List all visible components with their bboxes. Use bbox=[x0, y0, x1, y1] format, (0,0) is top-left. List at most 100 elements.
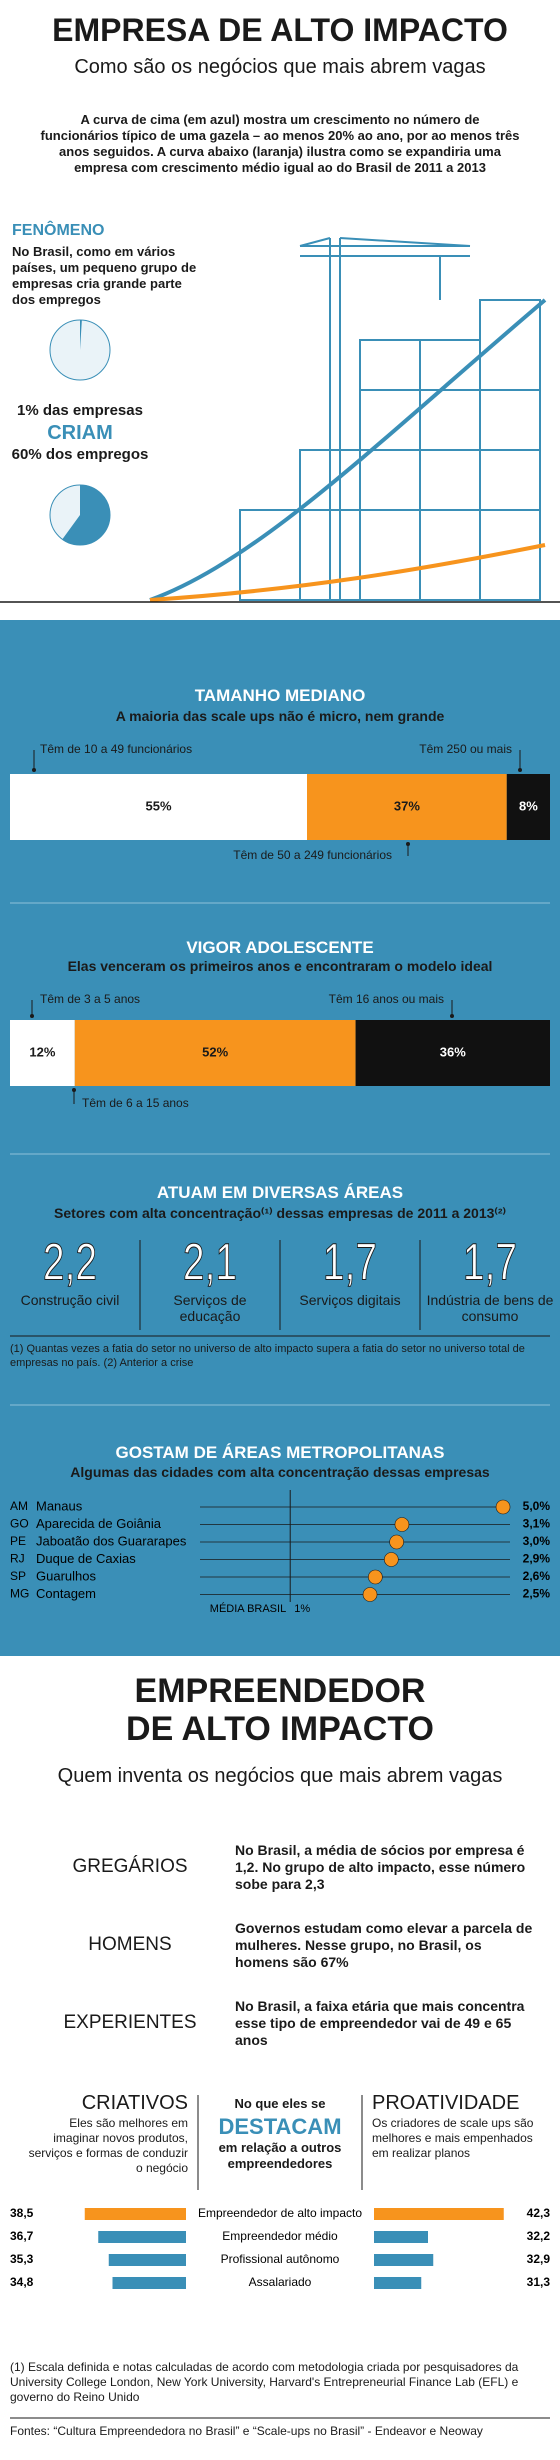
col-text: Os criadores de scale ups são melhores e… bbox=[372, 2116, 534, 2160]
value-label: 38,5 bbox=[10, 2206, 34, 2220]
dot bbox=[362, 1587, 378, 1602]
state: MG bbox=[10, 1587, 29, 1601]
bar-label: 52% bbox=[202, 1044, 228, 1059]
section-subtitle: A maioria das scale ups não é micro, nem… bbox=[115, 708, 445, 724]
section-subtitle: Elas venceram os primeiros anos e encont… bbox=[67, 958, 493, 974]
dot-label: 3,1% bbox=[523, 1517, 551, 1531]
dot-label: 2,5% bbox=[523, 1587, 551, 1601]
big-number: 1,7 bbox=[323, 1232, 377, 1291]
segment-label: Têm 16 anos ou mais bbox=[328, 992, 444, 1006]
gazela-curve bbox=[149, 298, 547, 602]
category: Profissional autônomo bbox=[221, 2252, 340, 2266]
pointer-dot bbox=[30, 1014, 34, 1018]
area-label: Construção civil bbox=[20, 1292, 120, 1308]
dot-label: 2,9% bbox=[523, 1552, 551, 1566]
area-label: Serviços de educação bbox=[173, 1292, 247, 1324]
average-name: MÉDIA BRASIL bbox=[210, 1602, 286, 1615]
title: EMPRESA DE ALTO IMPACTO bbox=[52, 12, 508, 48]
section-title: TAMANHO MEDIANO bbox=[194, 686, 366, 705]
category: Empreendedor médio bbox=[222, 2229, 338, 2243]
value-label: 42,3 bbox=[527, 2206, 551, 2220]
bar-segment bbox=[506, 774, 550, 840]
trait-text: No Brasil, a média de sócios por empresa… bbox=[235, 1842, 526, 1892]
bar-label: 36% bbox=[440, 1044, 466, 1059]
mid-text: No que eles se bbox=[234, 2096, 326, 2111]
bar-label: 12% bbox=[29, 1044, 55, 1059]
col-title: CRIATIVOS bbox=[81, 2092, 188, 2114]
state: RJ bbox=[10, 1552, 25, 1566]
title-line: EMPREENDEDOR bbox=[134, 1672, 426, 1710]
section-title: ATUAM EM DIVERSAS ÁREAS bbox=[156, 1183, 404, 1202]
pie-wedge bbox=[80, 320, 82, 350]
col-title: PROATIVIDADE bbox=[372, 2092, 520, 2114]
bar bbox=[108, 2254, 186, 2266]
section-subtitle: Setores com alta concentração⁽¹⁾ dessas … bbox=[54, 1205, 506, 1221]
segment-label: Têm 250 ou mais bbox=[419, 742, 512, 756]
fenomeno-line: 60% dos empregos bbox=[11, 446, 149, 463]
dot-label: 5,0% bbox=[523, 1499, 551, 1513]
state: GO bbox=[10, 1517, 29, 1531]
pointer-dot bbox=[72, 1088, 76, 1092]
fenomeno-line: 1% das empresas bbox=[17, 402, 143, 419]
area-dividers bbox=[139, 1240, 421, 1330]
bar-label: 8% bbox=[519, 798, 538, 813]
bar bbox=[98, 2231, 186, 2243]
city: Jaboatão dos Guararapes bbox=[36, 1533, 187, 1548]
bar-label: 37% bbox=[394, 798, 420, 813]
pointer-dot bbox=[32, 768, 36, 772]
bar-segment bbox=[10, 1020, 75, 1086]
pointer-dot bbox=[406, 842, 410, 846]
big-number: 2,1 bbox=[183, 1232, 237, 1291]
segment-label: Têm de 6 a 15 anos bbox=[82, 1096, 189, 1110]
mid-big: DESTACAM bbox=[218, 2114, 342, 2139]
city: Guarulhos bbox=[36, 1568, 96, 1583]
trait-label: HOMENS bbox=[88, 1934, 172, 1955]
fenomeno-line: CRIAM bbox=[47, 422, 113, 444]
big-number: 1,7 bbox=[463, 1232, 517, 1291]
value-label: 32,9 bbox=[527, 2252, 551, 2266]
area-label: Serviços digitais bbox=[299, 1292, 401, 1308]
trait-text: No Brasil, a faixa etária que mais conce… bbox=[235, 1998, 525, 2048]
dot-label: 3,0% bbox=[523, 1534, 551, 1548]
average-label: 1% bbox=[294, 1603, 310, 1615]
trait-label: GREGÁRIOS bbox=[72, 1856, 188, 1877]
average-curve bbox=[149, 543, 546, 602]
sources: Fontes: “Cultura Empreendedora no Brasil… bbox=[10, 2424, 483, 2438]
dot-label: 2,6% bbox=[523, 1569, 551, 1583]
big-number: 2,2 bbox=[43, 1232, 97, 1291]
subtitle: Como são os negócios que mais abrem vaga… bbox=[74, 56, 486, 78]
bar bbox=[374, 2208, 504, 2220]
trait-text: Governos estudam como elevar a parcela d… bbox=[235, 1920, 533, 1970]
city: Manaus bbox=[36, 1498, 83, 1513]
subtitle: Quem inventa os negócios que mais abrem … bbox=[57, 1765, 503, 1787]
fenomeno-text: No Brasil, como em vários países, um peq… bbox=[12, 244, 197, 307]
section-title: GOSTAM DE ÁREAS METROPOLITANAS bbox=[115, 1443, 445, 1462]
value-label: 31,3 bbox=[527, 2275, 551, 2289]
value-label: 34,8 bbox=[10, 2275, 34, 2289]
city: Aparecida de Goiânia bbox=[36, 1516, 162, 1531]
bar-segment bbox=[10, 774, 307, 840]
dot bbox=[495, 1499, 511, 1515]
fenomeno-title: FENÔMENO bbox=[12, 222, 105, 239]
dot bbox=[394, 1517, 410, 1532]
dot bbox=[384, 1552, 399, 1567]
bar bbox=[374, 2231, 428, 2243]
pointer-dot bbox=[518, 768, 522, 772]
city: Duque de Caxias bbox=[36, 1551, 136, 1566]
section-subtitle: Algumas das cidades com alta concentraçã… bbox=[70, 1464, 490, 1480]
dot bbox=[368, 1569, 383, 1585]
segment-label: Têm de 50 a 249 funcionários bbox=[233, 848, 392, 862]
bar bbox=[84, 2208, 186, 2220]
bar bbox=[374, 2277, 422, 2289]
pie-wedge bbox=[62, 485, 110, 545]
bar bbox=[374, 2254, 434, 2266]
value-label: 35,3 bbox=[10, 2252, 34, 2266]
segment-label: Têm de 10 a 49 funcionários bbox=[40, 742, 193, 756]
pointer-dot bbox=[450, 1014, 454, 1018]
illustration bbox=[239, 237, 541, 601]
trait-label: EXPERIENTES bbox=[63, 2012, 197, 2033]
dot bbox=[389, 1534, 404, 1550]
area-label: Indústria de bens de consumo bbox=[426, 1292, 554, 1324]
